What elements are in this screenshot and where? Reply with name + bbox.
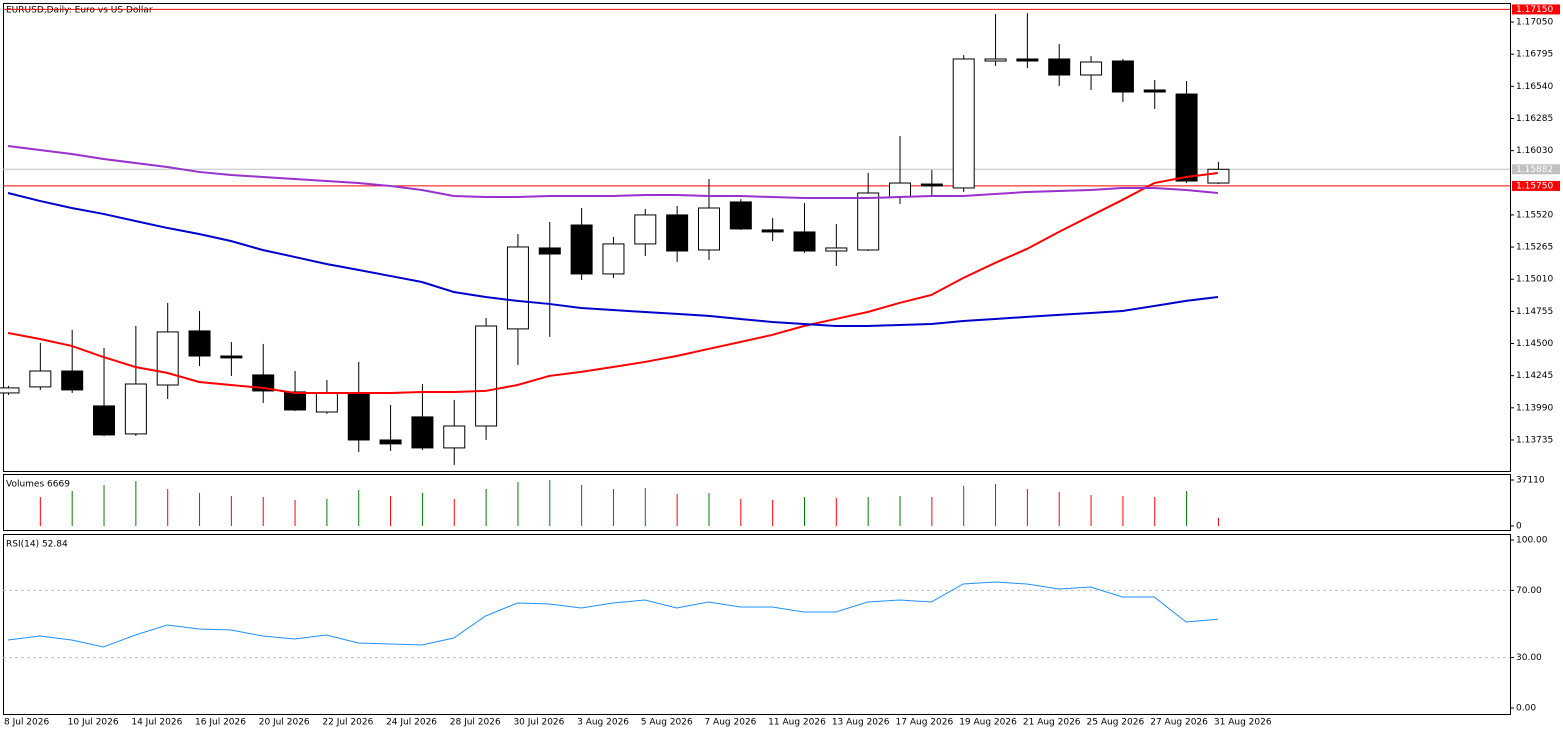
x-tick-label: 24 Jul 2026: [386, 718, 437, 728]
y-tick-label: 100.00: [1516, 536, 1548, 546]
x-tick-label: 30 Jul 2026: [513, 718, 564, 728]
y-tick-label: 1.15265: [1516, 243, 1553, 253]
moving-average-line: [7, 192, 1219, 328]
candle-body: [284, 391, 307, 411]
y-tick-label: 70.00: [1516, 586, 1542, 596]
x-tick-label: 25 Aug 2026: [1087, 718, 1145, 728]
candle-body: [93, 405, 116, 436]
candle-body: [761, 229, 784, 233]
x-tick-label: 21 Aug 2026: [1023, 718, 1081, 728]
volume-panel-frame: [3, 474, 1511, 531]
candle-body: [793, 231, 816, 252]
price-panel-frame: [3, 3, 1511, 472]
candle-body: [825, 247, 848, 252]
x-tick-label: 17 Aug 2026: [896, 718, 954, 728]
y-tick-label: 1.16030: [1516, 146, 1553, 156]
candle-body: [602, 243, 625, 275]
x-tick-label: 7 Aug 2026: [704, 718, 756, 728]
candle-body: [156, 331, 179, 386]
candle-body: [634, 214, 657, 245]
x-tick-label: 16 Jul 2026: [195, 718, 246, 728]
y-tick-label: 37110: [1516, 476, 1545, 486]
y-tick-label: 1.14500: [1516, 339, 1553, 349]
candle-body: [538, 247, 561, 255]
x-tick-label: 8 Jul 2026: [4, 718, 49, 728]
price-level-box: [1512, 164, 1560, 175]
candle-body: [61, 370, 84, 391]
x-tick-label: 3 Aug 2026: [577, 718, 629, 728]
price-level-box: [1512, 4, 1560, 15]
x-tick-label: 14 Jul 2026: [131, 718, 182, 728]
candle-body: [0, 387, 20, 394]
price-level-label: 1.17150: [1516, 5, 1553, 15]
y-tick-label: 1.16795: [1516, 50, 1553, 60]
moving-average-line: [7, 171, 1219, 394]
y-tick-label: 0: [1516, 522, 1522, 532]
x-tick-label: 27 Aug 2026: [1150, 718, 1208, 728]
rsi-panel-frame: [3, 534, 1511, 715]
volume-title: Volumes 6669: [6, 480, 70, 490]
x-tick-label: 28 Jul 2026: [450, 718, 501, 728]
candle-body: [1048, 58, 1071, 76]
price-level-label: 1.15882: [1516, 165, 1553, 175]
x-tick-label: 19 Aug 2026: [959, 718, 1017, 728]
x-tick-label: 22 Jul 2026: [322, 718, 373, 728]
x-tick-label: 13 Aug 2026: [832, 718, 890, 728]
x-tick-label: 31 Aug 2026: [1214, 718, 1272, 728]
candle-body: [1175, 93, 1198, 182]
y-tick-label: 0.00: [1516, 704, 1536, 714]
candle-body: [1080, 61, 1103, 76]
candle-body: [347, 393, 370, 441]
candle-body: [952, 58, 975, 189]
y-tick-label: 1.16540: [1516, 82, 1553, 92]
price-level-label: 1.15750: [1516, 181, 1553, 191]
candle-body: [506, 246, 529, 330]
chart-title: EURUSD,Daily: Euro vs US Dollar: [6, 6, 153, 16]
candle-body: [1143, 89, 1166, 93]
candle-body: [920, 183, 943, 187]
candle-body: [29, 370, 52, 388]
price-level-box: [1512, 180, 1560, 191]
candle-body: [315, 392, 338, 413]
candle-body: [697, 207, 720, 251]
candle-body: [729, 201, 752, 230]
y-tick-label: 1.17050: [1516, 18, 1553, 28]
candle-body: [984, 58, 1007, 62]
x-tick-label: 5 Aug 2026: [641, 718, 693, 728]
y-tick-label: 1.13735: [1516, 435, 1553, 445]
candle-body: [570, 224, 593, 275]
candle-body: [379, 439, 402, 445]
candle-body: [666, 214, 689, 252]
candle-body: [1016, 58, 1039, 62]
y-tick-label: 30.00: [1516, 653, 1542, 663]
rsi-title: RSI(14) 52.84: [6, 540, 68, 550]
y-tick-label: 1.13990: [1516, 403, 1553, 413]
candle-body: [1111, 60, 1134, 93]
candle-body: [124, 383, 147, 435]
y-tick-label: 1.14245: [1516, 371, 1553, 381]
candle-body: [443, 425, 466, 449]
x-tick-label: 20 Jul 2026: [259, 718, 310, 728]
x-tick-label: 11 Aug 2026: [768, 718, 826, 728]
candle-body: [475, 325, 498, 427]
y-tick-label: 1.15010: [1516, 275, 1553, 285]
candle-body: [857, 192, 880, 251]
y-tick-label: 1.15520: [1516, 210, 1553, 220]
candle-body: [411, 416, 434, 449]
x-tick-label: 10 Jul 2026: [68, 718, 119, 728]
candle-body: [889, 182, 912, 198]
candle-body: [220, 355, 243, 359]
candle-body: [1207, 168, 1230, 184]
y-tick-label: 1.14755: [1516, 307, 1553, 317]
candle-body: [188, 330, 211, 357]
y-tick-label: 1.16285: [1516, 114, 1553, 124]
moving-average-line: [7, 144, 1219, 200]
rsi-line: [7, 581, 1218, 648]
